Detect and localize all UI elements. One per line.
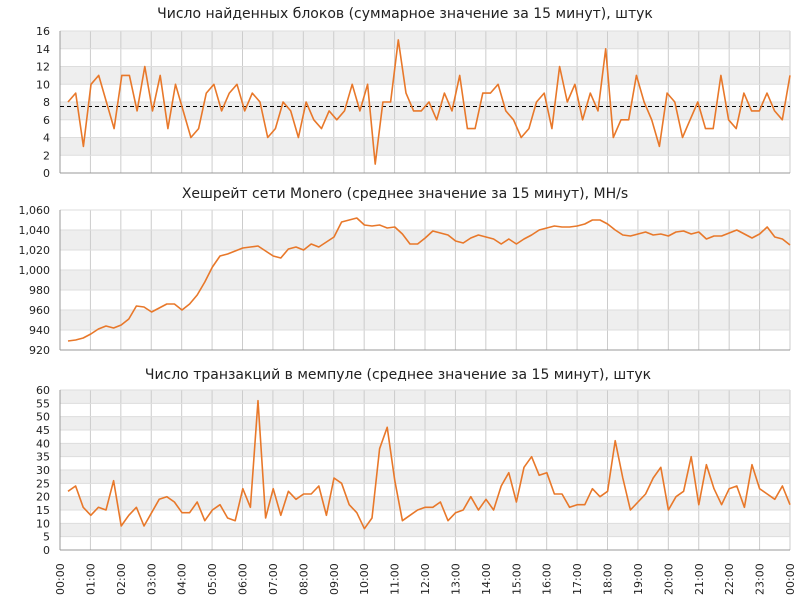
time-tick-label: 15:00 <box>510 563 523 595</box>
time-tick-label: 12:00 <box>419 563 432 595</box>
mempool-transactions-y-tick-label: 40 <box>36 437 50 450</box>
network-hashrate-series-line <box>67 217 791 342</box>
time-tick-label: 21:00 <box>693 563 706 595</box>
time-tick-label: 11:00 <box>389 563 402 595</box>
mempool-transactions-y-tick-label: 20 <box>36 491 50 504</box>
mempool-transactions-y-tick-label: 35 <box>36 451 50 464</box>
mempool-transactions-y-tick-label: 55 <box>36 397 50 410</box>
mempool-transactions-series-line <box>67 399 791 530</box>
time-tick-label: 03:00 <box>145 563 158 595</box>
mempool-transactions-y-tick-label: 60 <box>36 384 50 397</box>
mempool-transactions-y-tick-label: 15 <box>36 504 50 517</box>
time-tick-label: 20:00 <box>662 563 675 595</box>
mempool-transactions-y-tick-label: 30 <box>36 464 50 477</box>
blocks-found-y-tick-label: 2 <box>43 149 50 162</box>
time-tick-label: 14:00 <box>480 563 493 595</box>
time-tick-label: 09:00 <box>328 563 341 595</box>
time-tick-label: 01:00 <box>84 563 97 595</box>
network-hashrate-y-tick-label: 1,020 <box>19 244 51 257</box>
time-tick-label: 08:00 <box>297 563 310 595</box>
time-tick-label: 19:00 <box>632 563 645 595</box>
mempool-transactions-y-tick-label: 25 <box>36 477 50 490</box>
blocks-found-y-tick-label: 8 <box>43 96 50 109</box>
time-tick-label: 17:00 <box>571 563 584 595</box>
time-tick-label: 04:00 <box>176 563 189 595</box>
blocks-found-series-line <box>67 39 791 165</box>
mempool-transactions-y-tick-label: 50 <box>36 411 50 424</box>
mempool-transactions-y-tick-label: 0 <box>43 544 50 557</box>
mempool-transactions-chart-title: Число транзакций в мемпуле (среднее знач… <box>145 367 651 383</box>
network-hashrate-y-tick-label: 960 <box>29 304 50 317</box>
network-hashrate-y-tick-label: 1,000 <box>19 264 51 277</box>
network-hashrate-y-tick-label: 1,040 <box>19 224 51 237</box>
time-tick-label: 16:00 <box>541 563 554 595</box>
time-tick-label: 22:00 <box>723 563 736 595</box>
blocks-found-y-tick-label: 12 <box>36 61 50 74</box>
blocks-found-y-tick-label: 4 <box>43 132 50 145</box>
blocks-found-y-tick-label: 0 <box>43 167 50 180</box>
time-tick-label: 23:00 <box>754 563 767 595</box>
time-tick-label: 18:00 <box>602 563 615 595</box>
network-hashrate-chart: Хешрейт сети Monero (среднее значение за… <box>19 186 791 357</box>
blocks-found-y-tick-label: 16 <box>36 25 50 38</box>
network-hashrate-chart-title: Хешрейт сети Monero (среднее значение за… <box>182 186 628 202</box>
mempool-transactions-y-tick-label: 5 <box>43 531 50 544</box>
blocks-found-y-tick-label: 10 <box>36 78 50 91</box>
blocks-found-y-tick-label: 6 <box>43 114 50 127</box>
network-hashrate-y-tick-label: 1,060 <box>19 204 51 217</box>
blocks-found-chart: Число найденных блоков (суммарное значен… <box>36 6 791 180</box>
time-tick-label: 00:00 <box>784 563 797 595</box>
network-hashrate-y-tick-label: 940 <box>29 324 50 337</box>
time-tick-label: 07:00 <box>267 563 280 595</box>
blocks-found-y-tick-label: 14 <box>36 43 50 56</box>
time-tick-label: 10:00 <box>358 563 371 595</box>
mempool-transactions-y-tick-label: 10 <box>36 517 50 530</box>
mempool-transactions-chart: Число транзакций в мемпуле (среднее знач… <box>36 367 791 557</box>
network-hashrate-y-tick-label: 980 <box>29 284 50 297</box>
time-tick-label: 06:00 <box>237 563 250 595</box>
time-tick-label: 00:00 <box>54 563 67 595</box>
network-hashrate-y-tick-label: 920 <box>29 344 50 357</box>
time-tick-label: 05:00 <box>206 563 219 595</box>
blocks-found-chart-title: Число найденных блоков (суммарное значен… <box>157 6 653 22</box>
time-tick-label: 13:00 <box>449 563 462 595</box>
time-axis: 00:00 01:00 02:00 03:00 04:00 05:00 06:00 07:00… <box>54 563 797 595</box>
mempool-transactions-y-tick-label: 45 <box>36 424 50 437</box>
time-tick-label: 02:00 <box>115 563 128 595</box>
